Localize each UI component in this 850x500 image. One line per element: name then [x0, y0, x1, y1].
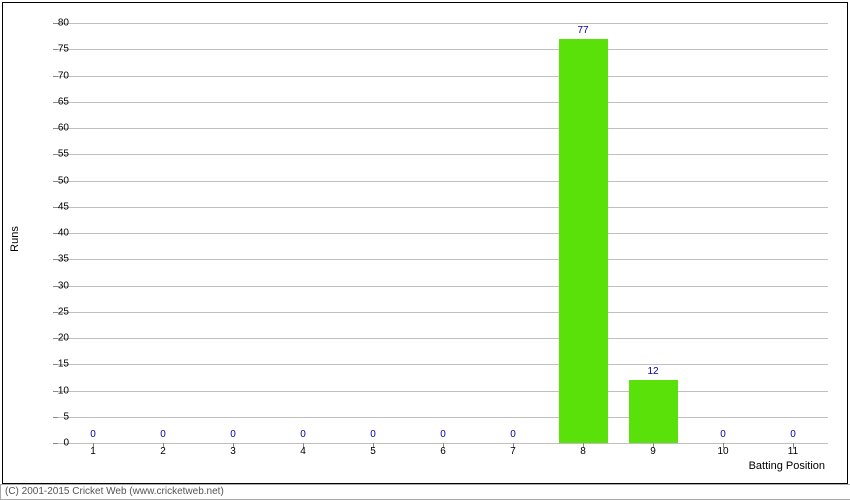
gridline [58, 128, 828, 129]
y-tick-label: 35 [44, 254, 69, 265]
y-tick-label: 75 [44, 44, 69, 55]
bar [559, 39, 608, 443]
chart-border: 0000000771200 Runs Batting Position 0510… [2, 2, 848, 484]
x-tick-label: 6 [428, 446, 458, 457]
y-tick-label: 30 [44, 280, 69, 291]
bar-value-label: 0 [300, 429, 306, 440]
gridline [58, 76, 828, 77]
x-tick-label: 5 [358, 446, 388, 457]
x-tick-label: 2 [148, 446, 178, 457]
gridline [58, 102, 828, 103]
bar-value-label: 0 [440, 429, 446, 440]
gridline [58, 391, 828, 392]
x-tick-label: 9 [638, 446, 668, 457]
y-tick-label: 50 [44, 175, 69, 186]
gridline [58, 338, 828, 339]
x-tick-label: 3 [218, 446, 248, 457]
y-tick-label: 15 [44, 359, 69, 370]
bar [629, 380, 678, 443]
gridline [58, 286, 828, 287]
y-tick-label: 40 [44, 228, 69, 239]
copyright-text: (C) 2001-2015 Cricket Web (www.cricketwe… [5, 486, 224, 497]
gridline [58, 181, 828, 182]
x-tick-label: 10 [708, 446, 738, 457]
bar-value-label: 0 [370, 429, 376, 440]
y-tick-label: 45 [44, 201, 69, 212]
bar-value-label: 0 [160, 429, 166, 440]
gridline [58, 233, 828, 234]
x-tick-label: 7 [498, 446, 528, 457]
y-tick-label: 80 [44, 18, 69, 29]
y-tick-label: 65 [44, 96, 69, 107]
x-axis-title: Batting Position [749, 460, 825, 472]
x-tick-label: 4 [288, 446, 318, 457]
x-tick-label: 11 [778, 446, 808, 457]
y-tick-label: 70 [44, 70, 69, 81]
copyright-footer: (C) 2001-2015 Cricket Web (www.cricketwe… [0, 484, 850, 500]
x-tick-label: 8 [568, 446, 598, 457]
y-tick-label: 20 [44, 333, 69, 344]
gridline [58, 49, 828, 50]
y-tick-label: 25 [44, 306, 69, 317]
x-tick-label: 1 [78, 446, 108, 457]
gridline [58, 364, 828, 365]
bar-value-label: 0 [230, 429, 236, 440]
bar-value-label: 0 [790, 429, 796, 440]
y-axis-title: Runs [9, 226, 21, 252]
y-tick-label: 5 [44, 411, 69, 422]
y-tick-label: 60 [44, 123, 69, 134]
gridline [58, 154, 828, 155]
y-tick-label: 55 [44, 149, 69, 160]
plot-area: 0 0 0 0 0 0 0 77 12 0 0 [58, 23, 828, 443]
gridline [58, 207, 828, 208]
bar-value-label: 12 [647, 366, 658, 377]
bar-value-label: 77 [577, 25, 588, 36]
gridline [58, 259, 828, 260]
bar-value-label: 0 [90, 429, 96, 440]
gridline [58, 23, 828, 24]
bar-value-label: 0 [510, 429, 516, 440]
gridline [58, 417, 828, 418]
y-tick-label: 0 [44, 438, 69, 449]
y-tick-label: 10 [44, 385, 69, 396]
bar-value-label: 0 [720, 429, 726, 440]
gridline [58, 312, 828, 313]
